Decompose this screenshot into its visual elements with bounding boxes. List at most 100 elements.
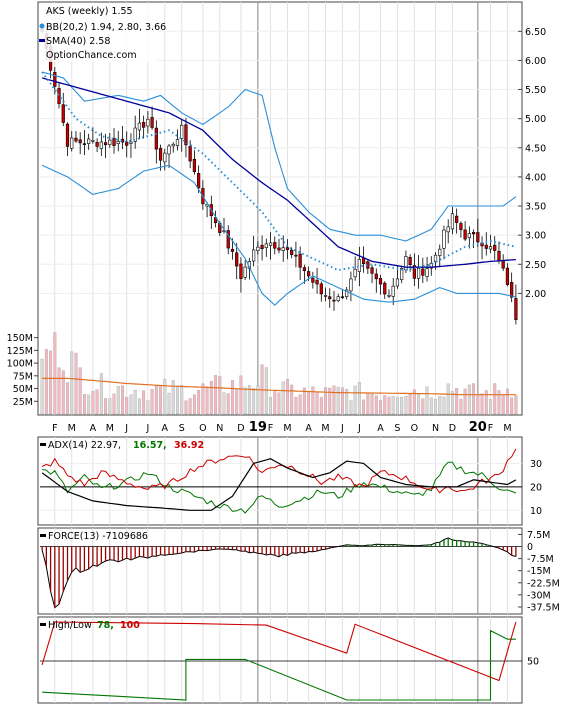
price-legend: AKS (weekly) 1.55 BB(20,2) 1.94, 2.80, 3… xyxy=(39,4,166,62)
volume-bar xyxy=(188,398,192,415)
volume-tick-label: 25M xyxy=(13,397,33,408)
price-candle xyxy=(180,124,184,139)
volume-bar xyxy=(239,375,243,415)
volume-bar xyxy=(226,393,230,415)
price-candle xyxy=(277,247,281,251)
adx-tick-label: 30 xyxy=(530,459,542,470)
x-tick-label: S xyxy=(179,423,185,434)
volume-bar xyxy=(256,385,260,415)
price-candle xyxy=(268,242,273,246)
volume-bar xyxy=(137,398,141,415)
price-candle xyxy=(471,232,476,235)
price-candle xyxy=(103,142,108,146)
volume-bar xyxy=(514,395,518,415)
volume-bar xyxy=(205,386,209,415)
price-candle xyxy=(416,267,421,279)
price-candle xyxy=(391,285,395,297)
price-candle xyxy=(243,266,247,278)
volume-bar xyxy=(222,392,226,415)
price-candle xyxy=(319,283,323,295)
volume-tick-label: 50M xyxy=(13,384,33,395)
x-tick-label: M xyxy=(321,423,329,434)
price-candle xyxy=(53,72,57,87)
volume-bar xyxy=(400,397,404,415)
volume-tick-label: 75M xyxy=(13,371,33,382)
price-tick-label: 2.00 xyxy=(525,289,546,300)
price-candle xyxy=(357,259,361,272)
volume-bar xyxy=(298,394,302,415)
volume-bar xyxy=(379,399,382,415)
legend-sma: SMA(40) 2.58 xyxy=(46,36,110,47)
price-candle xyxy=(197,173,201,189)
volume-bar xyxy=(116,385,120,415)
plus-di-line xyxy=(42,461,517,514)
price-candle xyxy=(146,118,150,127)
x-tick-label: S xyxy=(394,423,400,434)
volume-bar xyxy=(125,397,129,415)
force-tick-label: -7.5M xyxy=(527,554,554,565)
volume-bar xyxy=(285,379,289,415)
volume-bar xyxy=(497,390,501,415)
low-line xyxy=(42,629,516,701)
force-line xyxy=(41,537,517,609)
volume-bar xyxy=(395,397,399,415)
volume-bar xyxy=(336,386,340,415)
x-tick-label: J xyxy=(124,423,128,434)
volume-bar xyxy=(129,394,133,415)
volume-bar xyxy=(247,385,251,415)
x-tick-label: M xyxy=(106,423,114,434)
volume-bar xyxy=(277,392,281,415)
price-tick-label: 5.00 xyxy=(525,114,546,125)
price-candle xyxy=(387,294,391,297)
price-candle xyxy=(302,267,306,272)
volume-bar xyxy=(176,385,179,415)
volume-bar xyxy=(391,396,395,415)
price-candle xyxy=(476,232,480,243)
price-candle xyxy=(412,265,416,279)
volume-bar xyxy=(44,349,48,415)
volume-bar xyxy=(252,388,256,415)
price-candle xyxy=(488,246,493,250)
x-tick-label: O xyxy=(411,423,418,434)
volume-bar xyxy=(82,394,86,415)
price-candle xyxy=(99,141,103,149)
legend-bg xyxy=(40,4,158,62)
volume-bar xyxy=(66,382,69,415)
price-tick-label: 6.50 xyxy=(525,27,546,38)
legend-bb: BB(20,2) 1.94, 2.80, 3.66 xyxy=(46,22,166,33)
price-candle xyxy=(353,268,357,278)
legend-brand: OptionChance.com xyxy=(46,50,137,61)
volume-bar xyxy=(209,381,213,415)
minus-di-line xyxy=(41,448,517,494)
price-candle xyxy=(95,142,99,147)
volume-bar xyxy=(290,384,294,415)
adx-line xyxy=(41,458,517,511)
price-candle xyxy=(323,295,328,297)
price-candle xyxy=(370,267,374,274)
volume-bar xyxy=(40,358,44,415)
volume-bar xyxy=(294,396,298,415)
volume-bar xyxy=(307,391,311,415)
volume-bar xyxy=(374,395,378,415)
price-candle xyxy=(378,278,383,285)
force-legend-marker xyxy=(40,534,46,537)
volume-bar xyxy=(446,383,450,415)
price-candle xyxy=(129,141,133,144)
volume-bar xyxy=(442,396,446,415)
price-candle xyxy=(438,248,442,256)
adx-legend: ADX(14) 22.97, 16.57, 36.92 xyxy=(40,440,204,451)
price-candle xyxy=(395,278,400,287)
price-candle xyxy=(425,268,429,277)
price-candle xyxy=(497,250,501,261)
adx-tick-label: 20 xyxy=(530,482,542,493)
volume-bar xyxy=(108,398,112,415)
volume-bar xyxy=(467,384,471,415)
price-candle xyxy=(70,137,74,149)
volume-bars xyxy=(40,332,518,415)
volume-bar xyxy=(197,389,201,415)
force-tick-label: -37.5M xyxy=(527,602,560,613)
volume-bar xyxy=(340,387,344,415)
volume-bar xyxy=(349,400,353,415)
